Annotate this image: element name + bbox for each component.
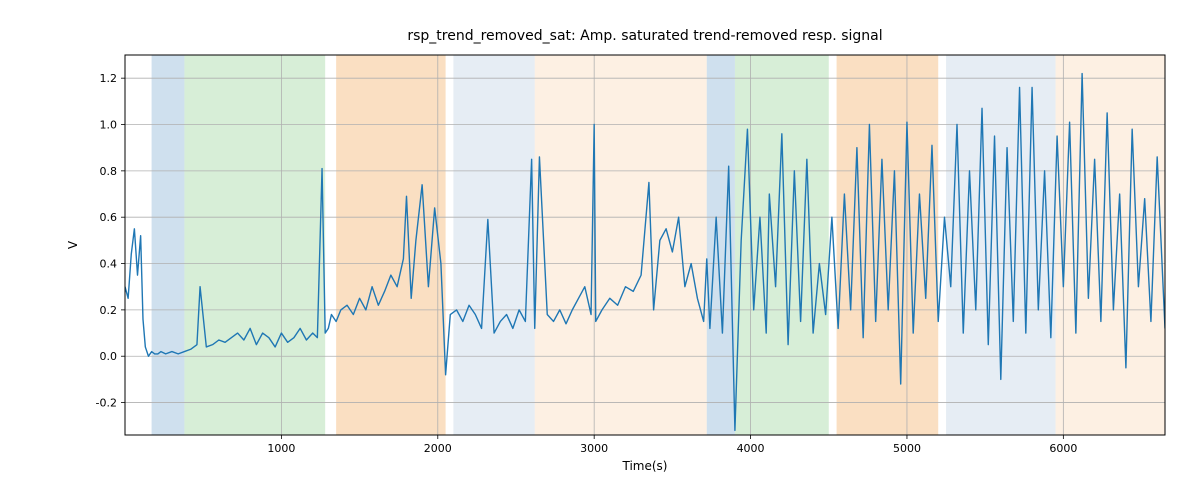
signal-chart: 1000 2000 3000 4000 5000 6000 -0.2 0.0 0.2 0.4 0.6… [0, 0, 1200, 500]
shaded-region [594, 55, 707, 435]
xtick-label: 1000 [267, 442, 295, 455]
shaded-regions [152, 55, 1165, 435]
xtick-label: 6000 [1049, 442, 1077, 455]
chart-svg: 1000 2000 3000 4000 5000 6000 -0.2 0.0 0.2 0.4 0.6… [0, 0, 1200, 500]
xtick-label: 3000 [580, 442, 608, 455]
shaded-region [152, 55, 185, 435]
ytick-label: 0.8 [100, 165, 118, 178]
ytick-label: 1.0 [100, 119, 118, 132]
xtick-label: 5000 [893, 442, 921, 455]
chart-title: rsp_trend_removed_sat: Amp. saturated tr… [407, 28, 882, 44]
xtick-label: 2000 [424, 442, 452, 455]
ytick-label: 0.6 [100, 211, 118, 224]
shaded-region [735, 55, 829, 435]
ytick-label: 1.2 [100, 72, 118, 85]
ytick-label: 0.2 [100, 304, 118, 317]
shaded-region [453, 55, 534, 435]
xtick-label: 4000 [737, 442, 765, 455]
ytick-label: 0.0 [100, 350, 118, 363]
y-axis-label: V [66, 240, 80, 249]
shaded-region [184, 55, 325, 435]
shaded-region [1056, 55, 1165, 435]
x-axis-label: Time(s) [622, 459, 668, 473]
ytick-label: -0.2 [96, 397, 117, 410]
shaded-region [336, 55, 445, 435]
ytick-label: 0.4 [100, 258, 118, 271]
